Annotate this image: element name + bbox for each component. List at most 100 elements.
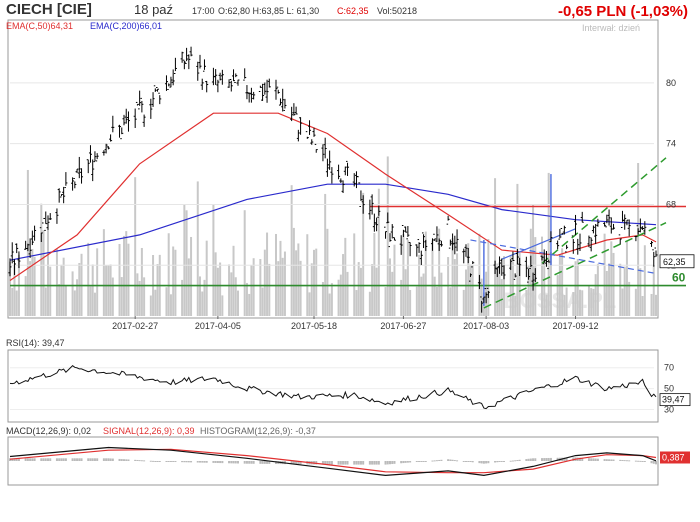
- volume-bar: [96, 248, 99, 316]
- volume-bar: [628, 281, 631, 316]
- volume-bar: [471, 265, 474, 316]
- histogram-bar: [134, 459, 137, 461]
- volume-bar: [415, 286, 418, 316]
- volume-bar: [487, 238, 490, 316]
- histogram-bar: [156, 461, 159, 462]
- volume-bar: [73, 290, 76, 316]
- volume-bar: [409, 289, 412, 316]
- volume-bar: [362, 192, 365, 316]
- histogram-bar: [549, 457, 552, 461]
- volume-bar: [13, 264, 16, 316]
- volume-bar: [26, 169, 29, 316]
- histogram-bar: [415, 461, 418, 462]
- volume-bar: [169, 294, 172, 316]
- histogram-bar: [447, 459, 450, 461]
- x-tick-label: 2017-09-12: [553, 321, 599, 331]
- histogram-bar: [111, 458, 114, 461]
- volume-bar: [313, 249, 315, 316]
- volume-bar: [55, 248, 58, 316]
- histogram-bar: [344, 461, 347, 465]
- rsi-value-label: 39,47: [662, 395, 685, 405]
- histogram-bar: [324, 461, 327, 465]
- histogram-bar: [641, 461, 644, 462]
- histogram-bar: [228, 461, 231, 464]
- volume-bar: [511, 261, 514, 316]
- histogram-bar: [389, 461, 391, 465]
- histogram-bar: [125, 459, 128, 461]
- volume-bar: [478, 233, 481, 316]
- volume-bar: [185, 210, 188, 316]
- histogram-bar: [420, 461, 423, 462]
- histogram-bar: [637, 460, 640, 462]
- volume-bar: [165, 287, 168, 316]
- histogram-bar: [619, 459, 622, 461]
- histogram-bar: [78, 458, 81, 461]
- histogram-bar: [485, 461, 488, 464]
- histogram-bar: [368, 461, 371, 465]
- histogram-bar: [494, 461, 497, 463]
- histogram-bar: [330, 461, 333, 465]
- histogram-bar: [93, 458, 96, 461]
- price-change: -0,65 PLN (-1,03%): [558, 3, 688, 20]
- volume-bar: [563, 295, 566, 316]
- macd-value-tag: [660, 451, 690, 464]
- histogram-bar: [346, 461, 349, 465]
- ticker-name: CIECH [CIE]: [6, 1, 92, 18]
- histogram-bar: [44, 458, 47, 461]
- volume-bar: [391, 271, 394, 316]
- histogram-bar: [252, 461, 255, 464]
- histogram-bar: [24, 458, 27, 461]
- volume-bar: [230, 272, 233, 316]
- histogram-bar: [216, 461, 219, 464]
- volume-bar: [592, 288, 595, 316]
- volume-bar: [453, 259, 456, 316]
- histogram-bar: [487, 461, 490, 464]
- support-label: 60: [672, 271, 686, 285]
- histogram-bar: [237, 461, 239, 464]
- price-bars: [8, 46, 658, 313]
- histogram-bar: [31, 458, 34, 461]
- histogram-bar: [623, 460, 626, 462]
- histogram-bar: [174, 461, 177, 463]
- volume-bar: [529, 228, 532, 316]
- histogram-bar: [326, 461, 329, 465]
- volume-bar: [125, 231, 128, 316]
- histogram-bar: [516, 460, 519, 462]
- histogram-bar: [514, 460, 517, 462]
- volume-bar: [393, 244, 396, 316]
- histogram-bar: [605, 459, 608, 461]
- volume-bar: [639, 268, 642, 316]
- volume-bar: [310, 263, 313, 316]
- histogram-bar: [212, 461, 215, 463]
- histogram-bar: [440, 459, 443, 461]
- histogram-bar: [263, 461, 266, 464]
- volume-bar: [494, 178, 497, 316]
- histogram-bar: [248, 461, 251, 464]
- histogram-bar: [261, 461, 264, 464]
- grid-lines: [10, 82, 654, 411]
- histogram-bar: [596, 458, 599, 461]
- histogram-bar: [55, 458, 58, 461]
- histogram-bar: [391, 461, 394, 465]
- volume-bar: [31, 248, 34, 316]
- x-tick-label: 2017-08-03: [463, 321, 509, 331]
- histogram-bar: [511, 460, 514, 462]
- histogram-bar: [643, 461, 646, 462]
- volume-bar: [167, 233, 170, 316]
- volume-bar: [438, 228, 441, 316]
- histogram-bar: [431, 460, 434, 462]
- histogram-bar: [109, 458, 112, 461]
- histogram-title: HISTOGRAM(12,26,9): -0,37: [200, 426, 316, 436]
- volume-bar: [621, 288, 624, 316]
- histogram-bar: [60, 458, 63, 461]
- volume-bar: [619, 263, 622, 316]
- volume-bar: [292, 227, 295, 316]
- histogram-bar: [138, 460, 141, 462]
- histogram-bar: [76, 458, 79, 461]
- histogram-bar: [337, 461, 340, 465]
- volume-bar: [308, 292, 311, 316]
- histogram-bar: [342, 461, 345, 465]
- volume-bar: [248, 293, 251, 316]
- interval-label: Interwał: dzień: [582, 23, 640, 33]
- histogram-bar: [400, 461, 403, 464]
